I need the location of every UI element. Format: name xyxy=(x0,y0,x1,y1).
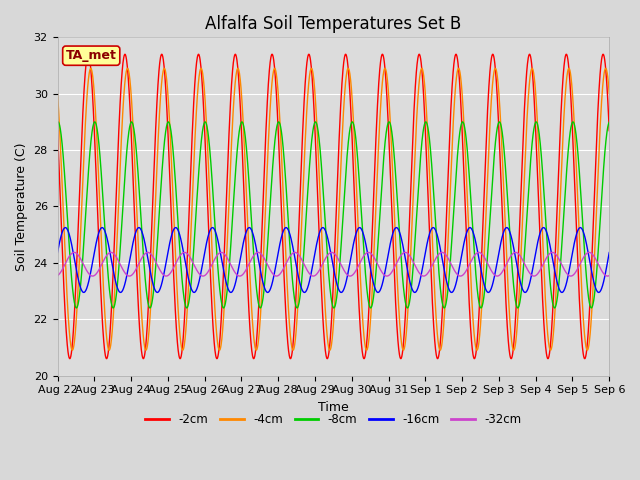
-4cm xyxy=(494,81,502,86)
-8cm xyxy=(207,167,215,173)
-4cm xyxy=(557,177,564,182)
-16cm xyxy=(494,254,502,260)
-16cm xyxy=(349,242,357,248)
X-axis label: Time: Time xyxy=(318,401,349,414)
-16cm xyxy=(207,225,215,231)
Line: -16cm: -16cm xyxy=(58,228,609,292)
-32cm xyxy=(572,268,580,274)
-32cm xyxy=(557,260,564,266)
-8cm xyxy=(605,120,613,125)
-4cm xyxy=(87,65,95,71)
-2cm xyxy=(493,100,501,106)
-8cm xyxy=(532,119,540,125)
-32cm xyxy=(208,262,216,268)
-8cm xyxy=(557,255,564,261)
-2cm xyxy=(581,356,589,361)
-2cm xyxy=(572,217,580,223)
-4cm xyxy=(54,91,61,96)
Y-axis label: Soil Temperature (C): Soil Temperature (C) xyxy=(15,142,28,271)
Line: -4cm: -4cm xyxy=(58,68,609,350)
-32cm xyxy=(180,250,188,255)
Title: Alfalfa Soil Temperatures Set B: Alfalfa Soil Temperatures Set B xyxy=(205,15,461,33)
Line: -32cm: -32cm xyxy=(58,252,609,276)
-2cm xyxy=(362,353,369,359)
Line: -8cm: -8cm xyxy=(58,122,609,308)
Legend: -2cm, -4cm, -8cm, -16cm, -32cm: -2cm, -4cm, -8cm, -16cm, -32cm xyxy=(141,408,526,431)
-16cm xyxy=(605,250,613,255)
-8cm xyxy=(362,268,369,274)
-4cm xyxy=(208,244,216,250)
-4cm xyxy=(350,123,358,129)
Text: TA_met: TA_met xyxy=(66,49,116,62)
-2cm xyxy=(563,51,570,57)
-2cm xyxy=(557,122,564,128)
-32cm xyxy=(350,271,358,277)
-4cm xyxy=(572,164,580,169)
-4cm xyxy=(605,91,613,96)
-16cm xyxy=(429,225,437,230)
-2cm xyxy=(605,128,613,133)
-2cm xyxy=(207,293,215,299)
-32cm xyxy=(54,273,61,278)
-8cm xyxy=(572,134,580,140)
-16cm xyxy=(54,250,61,255)
-4cm xyxy=(68,348,76,353)
Line: -2cm: -2cm xyxy=(58,54,609,359)
-8cm xyxy=(493,123,501,129)
-2cm xyxy=(349,161,357,167)
-8cm xyxy=(54,120,61,125)
-16cm xyxy=(572,232,580,238)
-32cm xyxy=(362,251,369,256)
-8cm xyxy=(349,120,357,126)
-2cm xyxy=(54,128,61,133)
-4cm xyxy=(362,346,369,351)
-16cm xyxy=(362,239,369,244)
-32cm xyxy=(605,273,613,278)
-8cm xyxy=(551,305,559,311)
-32cm xyxy=(494,273,502,279)
-32cm xyxy=(199,273,207,279)
-16cm xyxy=(557,289,564,295)
-16cm xyxy=(411,289,419,295)
